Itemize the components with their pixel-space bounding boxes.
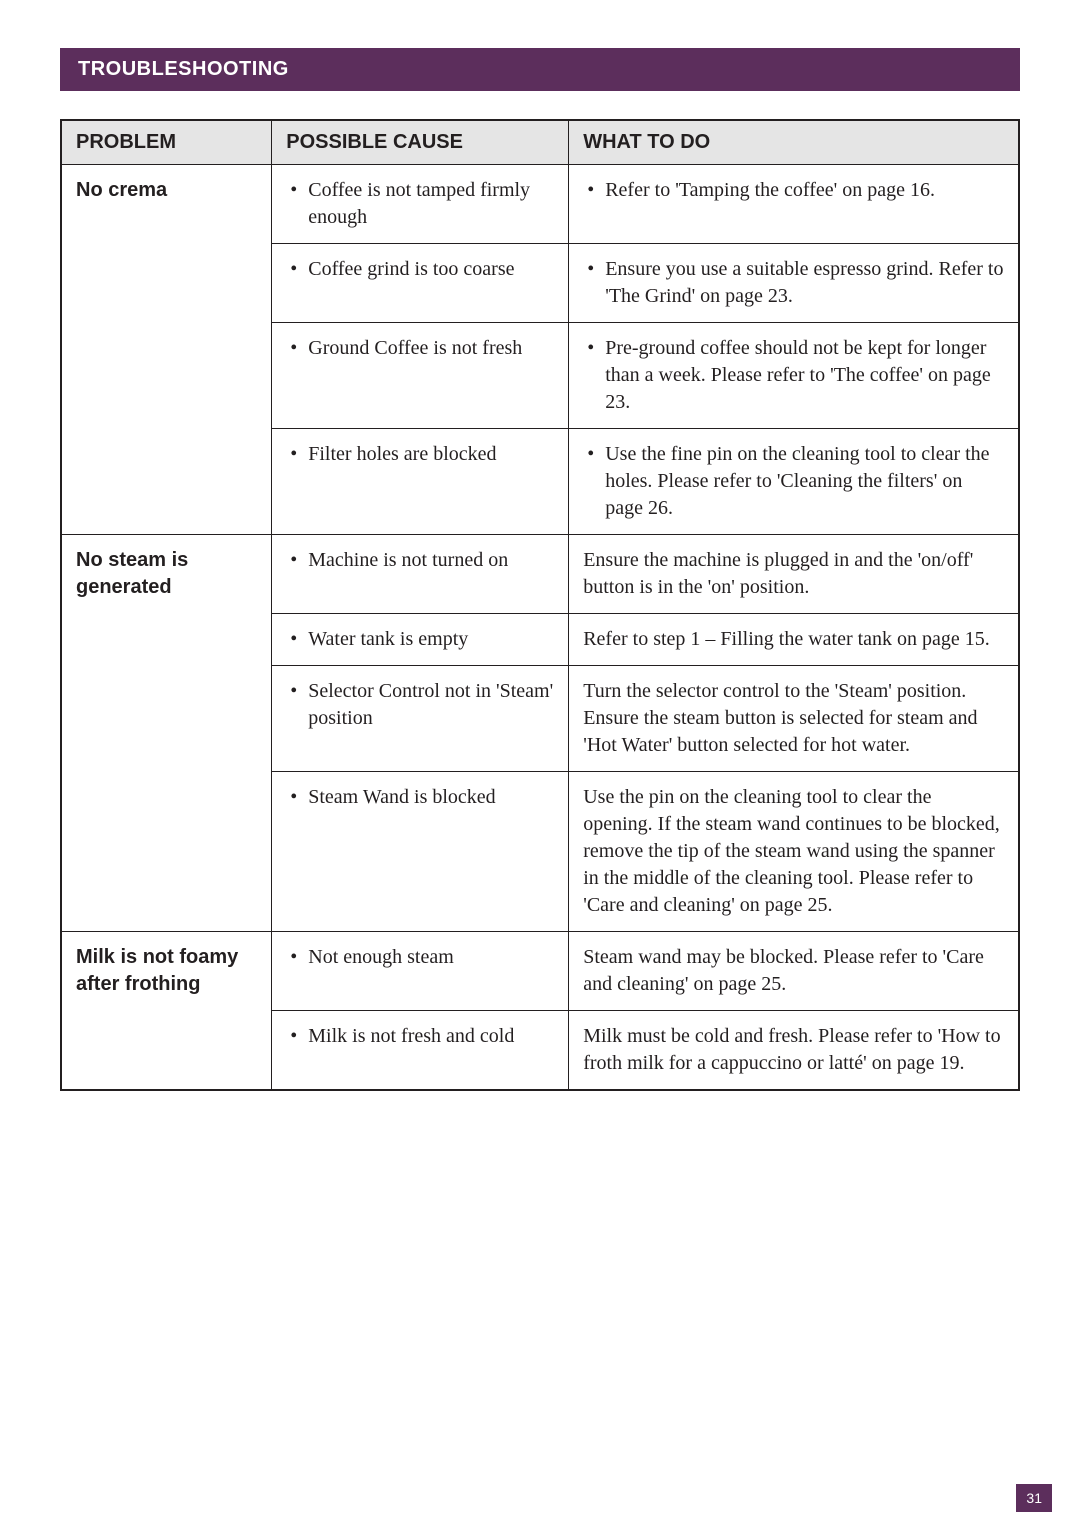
action-cell: Use the fine pin on the cleaning tool to… (569, 429, 1019, 535)
action-cell: Pre-ground coffee should not be kept for… (569, 323, 1019, 429)
action-text: Pre-ground coffee should not be kept for… (583, 335, 1004, 416)
problem-cell: No steam is generated (61, 535, 272, 932)
cause-text: Steam Wand is blocked (286, 784, 554, 811)
col-action: WHAT TO DO (569, 120, 1019, 165)
cause-text: Filter holes are blocked (286, 441, 554, 468)
cause-cell: Coffee grind is too coarse (272, 244, 569, 323)
action-text: Ensure you use a suitable espresso grind… (583, 256, 1004, 310)
cause-text: Not enough steam (286, 944, 554, 971)
cause-text: Ground Coffee is not fresh (286, 335, 554, 362)
action-cell: Steam wand may be blocked. Please refer … (569, 932, 1019, 1011)
problem-cell: No crema (61, 165, 272, 535)
cause-text: Coffee grind is too coarse (286, 256, 554, 283)
cause-cell: Ground Coffee is not fresh (272, 323, 569, 429)
cause-text: Selector Control not in 'Steam' position (286, 678, 554, 732)
action-text: Refer to 'Tamping the coffee' on page 16… (583, 177, 1004, 204)
cause-cell: Not enough steam (272, 932, 569, 1011)
cause-text: Water tank is empty (286, 626, 554, 653)
section-title: TROUBLESHOOTING (60, 48, 1020, 91)
cause-text: Milk is not fresh and cold (286, 1023, 554, 1050)
action-cell: Ensure you use a suitable espresso grind… (569, 244, 1019, 323)
action-cell: Refer to 'Tamping the coffee' on page 16… (569, 165, 1019, 244)
cause-cell: Selector Control not in 'Steam' position (272, 666, 569, 772)
cause-cell: Filter holes are blocked (272, 429, 569, 535)
table-header-row: PROBLEM POSSIBLE CAUSE WHAT TO DO (61, 120, 1019, 165)
page-number: 31 (1016, 1484, 1052, 1512)
col-problem: PROBLEM (61, 120, 272, 165)
table-row: No steam is generatedMachine is not turn… (61, 535, 1019, 614)
table-row: Milk is not foamy after frothingNot enou… (61, 932, 1019, 1011)
cause-cell: Coffee is not tamped firmly enough (272, 165, 569, 244)
action-cell: Ensure the machine is plugged in and the… (569, 535, 1019, 614)
action-cell: Milk must be cold and fresh. Please refe… (569, 1011, 1019, 1091)
action-cell: Turn the selector control to the 'Steam'… (569, 666, 1019, 772)
cause-cell: Steam Wand is blocked (272, 772, 569, 932)
cause-cell: Milk is not fresh and cold (272, 1011, 569, 1091)
action-cell: Use the pin on the cleaning tool to clea… (569, 772, 1019, 932)
cause-text: Machine is not turned on (286, 547, 554, 574)
table-row: No cremaCoffee is not tamped firmly enou… (61, 165, 1019, 244)
problem-cell: Milk is not foamy after frothing (61, 932, 272, 1091)
cause-cell: Water tank is empty (272, 614, 569, 666)
troubleshooting-table: PROBLEM POSSIBLE CAUSE WHAT TO DO No cre… (60, 119, 1020, 1091)
col-cause: POSSIBLE CAUSE (272, 120, 569, 165)
action-text: Use the fine pin on the cleaning tool to… (583, 441, 1004, 522)
cause-text: Coffee is not tamped firmly enough (286, 177, 554, 231)
action-cell: Refer to step 1 – Filling the water tank… (569, 614, 1019, 666)
cause-cell: Machine is not turned on (272, 535, 569, 614)
